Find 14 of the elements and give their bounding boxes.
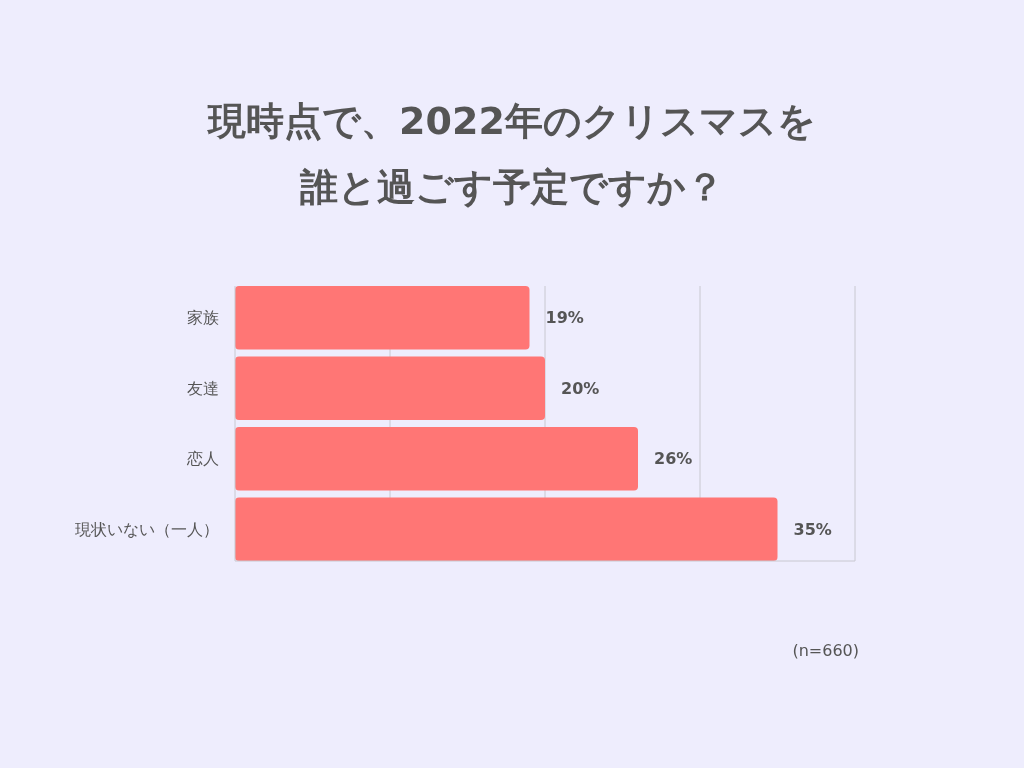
text: (n=660) [792,641,859,660]
y-tick-label: 恋人 [186,449,219,469]
bar [235,356,545,420]
bar [235,497,778,561]
data-label: 35% [793,519,832,539]
data-label: 20% [561,378,600,398]
chart-title: 現時点で、2022年のクリスマスを誰と過ごす予定ですか？ [206,99,816,209]
bar [235,427,638,491]
y-tick-label: 友達 [187,378,219,398]
bar [235,286,530,350]
data-label: 19% [545,308,584,328]
data-label: 26% [654,449,693,469]
y-tick-label: 家族 [187,308,219,328]
y-tick-label: 現状いない（一人） [75,519,219,539]
